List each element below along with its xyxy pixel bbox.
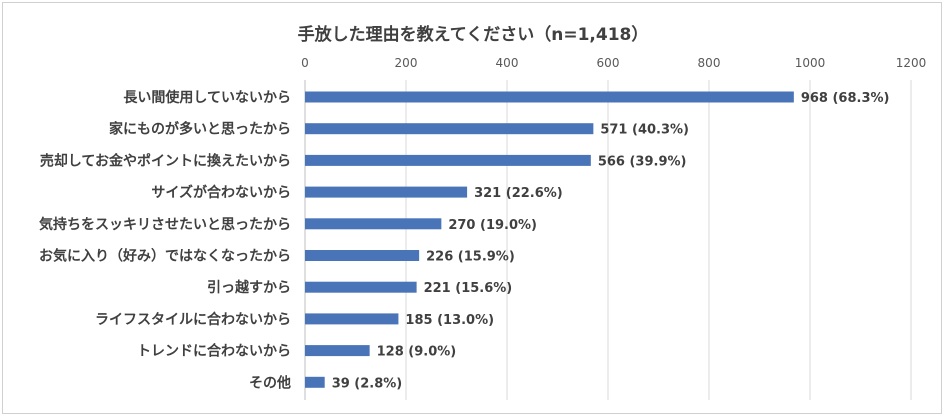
chart-frame [2, 2, 942, 414]
data-label: 39 (2.8%) [332, 376, 403, 391]
data-label: 321 (22.6%) [474, 186, 563, 201]
x-tick-label: 400 [496, 56, 519, 70]
category-label: トレンドに合わないから [137, 343, 291, 360]
category-label: 長い間使用していないから [123, 89, 291, 106]
data-label: 968 (68.3%) [801, 91, 890, 106]
x-tick-label: 800 [698, 56, 721, 70]
bar [305, 313, 399, 325]
x-tick-label: 200 [395, 56, 418, 70]
bar [305, 186, 468, 198]
category-label: 売却してお金やポイントに換えたいから [40, 152, 291, 169]
bar [305, 91, 794, 103]
bar [305, 218, 442, 230]
x-tick-label: 600 [597, 56, 620, 70]
category-label: その他 [249, 374, 291, 391]
category-label: 引っ越すから [207, 279, 291, 296]
category-label: サイズが合わないから [151, 184, 291, 201]
category-label: ライフスタイルに合わないから [95, 311, 291, 328]
category-label: 気持ちをスッキリさせたいと思ったから [39, 216, 291, 233]
data-label: 221 (15.6%) [424, 281, 513, 296]
category-label: お気に入り（好み）ではなくなったから [39, 248, 291, 265]
chart-title: 手放した理由を教えてください（n=1,418） [297, 25, 649, 45]
category-label: 家にものが多いと思ったから [109, 121, 291, 138]
bar [305, 281, 417, 293]
x-tick-label: 0 [301, 56, 309, 70]
x-tick-label: 1200 [896, 56, 927, 70]
bar [305, 345, 370, 357]
data-label: 566 (39.9%) [598, 154, 687, 169]
data-label: 571 (40.3%) [600, 123, 689, 138]
bar [305, 154, 591, 166]
data-label: 226 (15.9%) [426, 250, 515, 265]
data-label: 270 (19.0%) [448, 218, 537, 233]
x-tick-label: 1000 [795, 56, 826, 70]
bar [305, 376, 325, 388]
bar [305, 123, 594, 135]
data-label: 128 (9.0%) [377, 345, 457, 360]
data-label: 185 (13.0%) [405, 313, 494, 328]
bar [305, 250, 420, 261]
